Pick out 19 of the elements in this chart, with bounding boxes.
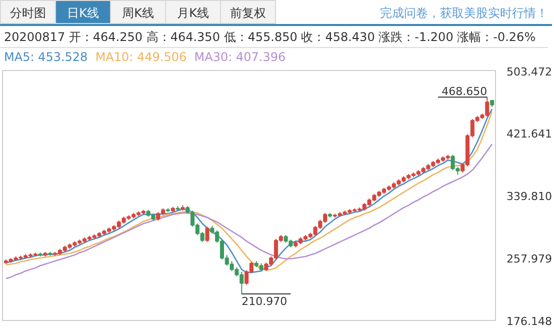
annotation: 468.650 (442, 85, 488, 98)
annotation: 210.970 (242, 294, 288, 308)
text: 完成问卷，获取美股实时行情！ (380, 5, 548, 22)
text: 前复权 (220, 0, 276, 24)
y-tick-label: 421.641 (506, 128, 552, 140)
text: 周K线 (110, 0, 166, 24)
chart-title: 20200817 开：464.250 高：464.350 低：455.850 收：458.430 涨跌：-1.200 涨幅：-0.26% (0, 27, 548, 48)
y-tick-label: 257.979 (506, 252, 552, 266)
text: MA30: 407.396 (194, 50, 286, 64)
text: 分时图 (0, 0, 56, 24)
text: 日K线 (55, 0, 111, 24)
y-tick-label: 503.472 (506, 66, 552, 78)
line-series (5, 144, 493, 280)
text: 月K线 (165, 0, 221, 24)
y-tick-label: 176.148 (506, 315, 552, 328)
text: MA5: 453.528 (4, 50, 88, 64)
text: MA10: 449.506 (95, 50, 187, 64)
y-tick-label: 339.810 (506, 190, 552, 203)
candlestick (205, 226, 210, 242)
